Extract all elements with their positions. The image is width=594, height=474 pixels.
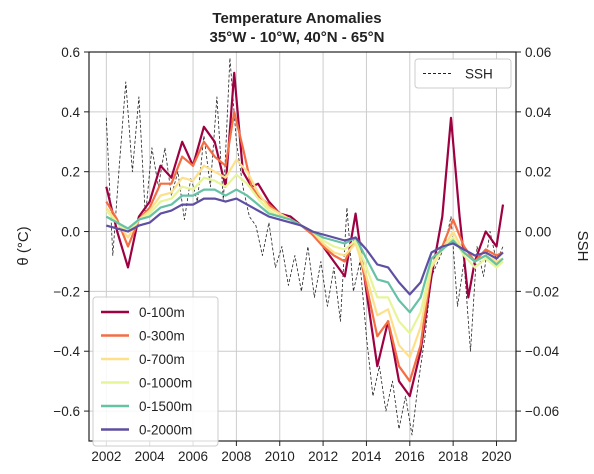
y-tick-label: −0.4 xyxy=(53,344,80,359)
y2-tick-label: −0.02 xyxy=(525,284,559,299)
legend-label: 0-700m xyxy=(139,352,185,367)
y2-axis-label: SSH xyxy=(574,231,591,262)
y-axis-ticks: 0.6 0.4 0.2 0.0 −0.2 −0.4 −0.6 xyxy=(53,45,89,419)
legend-label: 0-1000m xyxy=(139,376,192,391)
legend-label: SSH xyxy=(465,67,493,82)
y-tick-label: −0.6 xyxy=(53,404,80,419)
y-tick-label: 0.4 xyxy=(61,105,80,120)
y2-axis-ticks: 0.06 0.04 0.02 0.00 −0.02 −0.04 −0.06 xyxy=(516,45,560,419)
legend-label: 0-100m xyxy=(139,305,185,320)
legend-ssh: SSH xyxy=(414,58,512,89)
x-tick-label: 2020 xyxy=(481,449,511,464)
legend-box xyxy=(414,58,512,89)
y2-tick-label: 0.06 xyxy=(525,45,551,60)
x-tick-label: 2006 xyxy=(178,449,208,464)
y-axis-label: θ (°C) xyxy=(15,226,32,265)
y2-tick-label: 0.04 xyxy=(525,105,552,120)
y2-tick-label: 0.02 xyxy=(525,165,551,180)
y2-tick-label: 0.00 xyxy=(525,225,551,240)
chart-subtitle: 35°W - 10°W, 40°N - 65°N xyxy=(210,29,385,46)
x-tick-label: 2012 xyxy=(308,449,338,464)
y2-tick-label: −0.04 xyxy=(525,344,560,359)
legend-label: 0-1500m xyxy=(139,399,192,414)
plot-frame xyxy=(88,51,517,442)
x-tick-label: 2014 xyxy=(351,449,382,464)
y-tick-label: 0.2 xyxy=(61,165,80,180)
legend-label: 0-300m xyxy=(139,329,185,344)
y-tick-label: 0.0 xyxy=(61,225,80,240)
x-tick-label: 2008 xyxy=(221,449,251,464)
series-line-0-2000m xyxy=(106,197,504,296)
y-tick-label: −0.2 xyxy=(53,284,80,299)
x-axis-ticks: 2002 2004 2006 2008 2010 2012 2014 2016 2018 2020 xyxy=(91,441,512,464)
x-tick-label: 2004 xyxy=(135,449,166,464)
x-tick-label: 2018 xyxy=(438,449,468,464)
x-tick-label: 2010 xyxy=(265,449,295,464)
y2-tick-label: −0.06 xyxy=(525,404,559,419)
legend-depths: 0-100m 0-300m 0-700m 0-1000m 0-1500m 0-2000m xyxy=(92,296,219,447)
y-tick-label: 0.6 xyxy=(61,45,80,60)
series-lines xyxy=(105,57,505,436)
x-tick-label: 2002 xyxy=(91,449,121,464)
chart-title: Temperature Anomalies xyxy=(212,10,381,27)
x-tick-label: 2016 xyxy=(395,449,425,464)
legend-label: 0-2000m xyxy=(139,423,192,438)
